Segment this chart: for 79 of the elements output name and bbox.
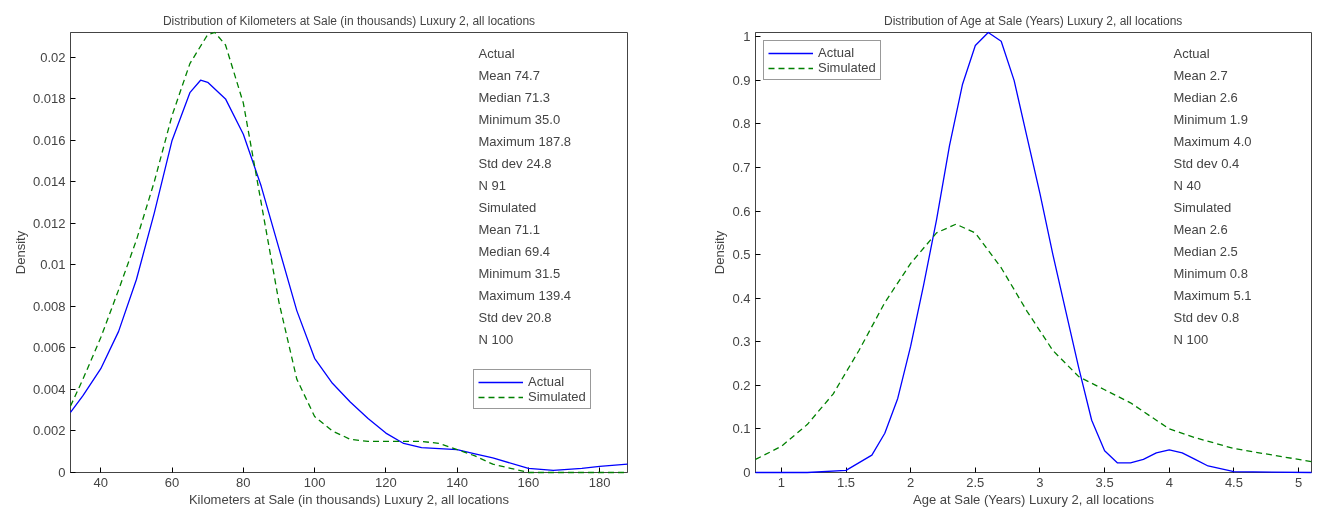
annotation: N 100 [478,332,514,347]
y-tick-label: 0.018 [32,91,66,107]
line-series [754,31,1313,474]
annotation: Std dev 24.8 [478,156,552,171]
y-axis-title: Density [12,230,28,275]
y-tick-label: 0 [743,465,751,480]
y-axis-title: Density [712,230,728,275]
x-tick-label: 40 [93,474,109,490]
annotation: Minimum 1.9 [1173,112,1248,127]
y-tick-label: 0.1 [732,421,751,437]
annotation: Minimum 0.8 [1173,266,1248,281]
annotation: Mean 71.1 [478,222,540,237]
x-tick-label: 2 [907,474,915,490]
annotation: Median 71.3 [478,90,551,105]
y-tick-label: 0.016 [32,132,66,148]
x-tick-label: 4 [1165,474,1173,490]
y-tick-label: 0.5 [732,247,751,263]
annotation: Std dev 0.8 [1173,310,1240,325]
annotation: Maximum 187.8 [478,134,571,149]
x-tick-label: 2.5 [966,474,985,490]
y-tick-label: 0 [58,465,66,480]
x-axis-title: Kilometers at Sale (in thousands) Luxury 2, all locations [188,491,510,507]
x-tick-label: 160 [517,474,540,490]
annotation: N 40 [1173,178,1201,193]
legend-label: Actual [528,374,565,389]
x-tick-label: 140 [446,474,469,490]
annotation: Maximum 139.4 [478,288,571,303]
y-tick-label: 0.006 [32,340,66,356]
y-tick-label: 0.8 [732,116,751,132]
y-tick-label: 0.01 [40,257,66,273]
y-tick-label: 0.2 [732,377,751,393]
y-tick-label: 0.008 [32,298,66,314]
x-tick-label: 3.5 [1095,474,1114,490]
annotation: N 100 [1173,332,1209,347]
annotation: Mean 2.7 [1173,68,1228,83]
x-tick-label: 100 [303,474,326,490]
chart-title: Distribution of Age at Sale (Years) Luxury 2, all locations [883,13,1183,28]
annotation: Maximum 5.1 [1173,288,1252,303]
y-tick-label: 0.7 [732,160,751,176]
x-tick-label: 4.5 [1224,474,1243,490]
y-tick-label: 0.02 [40,49,66,65]
annotation: Std dev 0.4 [1173,156,1240,171]
chart-title: Distribution of Kilometers at Sale (in thousands) Luxury 2, all locations [162,13,536,28]
y-tick-label: 0.6 [732,203,751,219]
annotation: Minimum 35.0 [478,112,561,127]
annotation: Mean 74.7 [478,68,540,83]
annotation: Actual [1173,46,1210,61]
annotation: Actual [478,46,515,61]
y-tick-label: 0.3 [732,334,751,350]
legend-label: Simulated [528,389,586,404]
x-tick-label: 5 [1294,474,1303,490]
legend-label: Actual [818,45,855,60]
y-tick-label: 0.4 [732,290,751,306]
x-tick-label: 120 [375,474,397,490]
annotation: Std dev 20.8 [478,310,552,325]
annotation: Median 69.4 [478,244,551,259]
x-tick-label: 60 [164,474,180,490]
legend-label: Simulated [818,60,876,75]
x-tick-label: 1.5 [836,474,856,490]
annotation: N 91 [478,178,506,193]
y-tick-label: 0.002 [32,423,66,439]
annotation: Median 2.6 [1173,90,1238,105]
y-tick-label: 0.012 [32,215,66,231]
y-tick-label: 0.004 [32,381,66,397]
x-axis-title: Age at Sale (Years) Luxury 2, all locations [913,491,1155,507]
x-tick-label: 80 [236,474,251,490]
annotation: Mean 2.6 [1173,222,1228,237]
y-tick-label: 0.9 [732,72,751,88]
y-tick-label: 0.014 [32,174,66,190]
y-tick-label: 1 [743,29,751,45]
line-series [754,223,1313,463]
x-tick-label: 180 [588,474,611,490]
x-tick-label: 1 [777,474,785,490]
x-tick-label: 3 [1036,474,1044,490]
annotation: Simulated [1173,200,1232,215]
annotation: Minimum 31.5 [478,266,561,281]
annotation: Maximum 4.0 [1173,134,1252,149]
annotation: Simulated [478,200,537,215]
annotation: Median 2.5 [1173,244,1238,259]
